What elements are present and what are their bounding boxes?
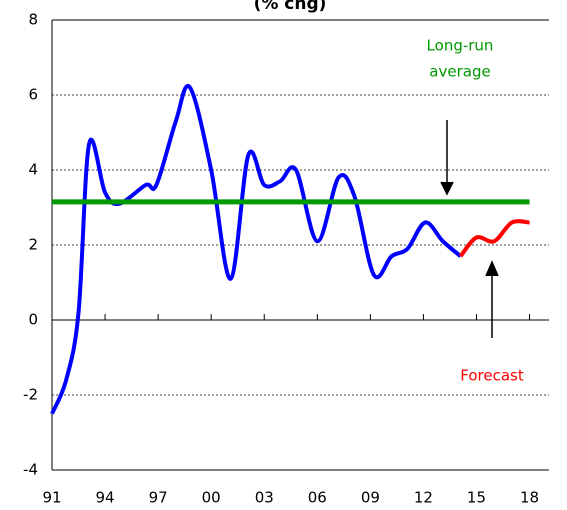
y-tick-label: 4 [28,161,38,179]
annotation: Forecast [460,367,524,385]
x-tick-label: 91 [42,489,61,507]
y-tick-label: 2 [28,236,38,254]
x-tick-label: 06 [308,489,327,507]
x-tick-label: 18 [520,489,539,507]
chart-title: (% chg) [254,0,327,14]
x-tick-label: 12 [414,489,433,507]
arrows [440,120,499,338]
series-line [458,219,530,258]
x-tick-label: 00 [202,489,221,507]
series-line [50,83,462,415]
x-tick-label: 03 [255,489,274,507]
x-tick-label: 94 [96,489,115,507]
y-tick-label: -2 [23,386,38,404]
x-tick-label: 15 [467,489,486,507]
annotation: Long-run [427,37,494,55]
y-tick-label: -4 [23,461,38,479]
y-tick-label: 6 [28,86,38,104]
x-tick-label: 09 [361,489,380,507]
annotation: average [429,63,490,81]
x-tick-label: 97 [149,489,168,507]
y-tick-label: 8 [28,11,38,29]
y-tick-label: 0 [28,311,38,329]
